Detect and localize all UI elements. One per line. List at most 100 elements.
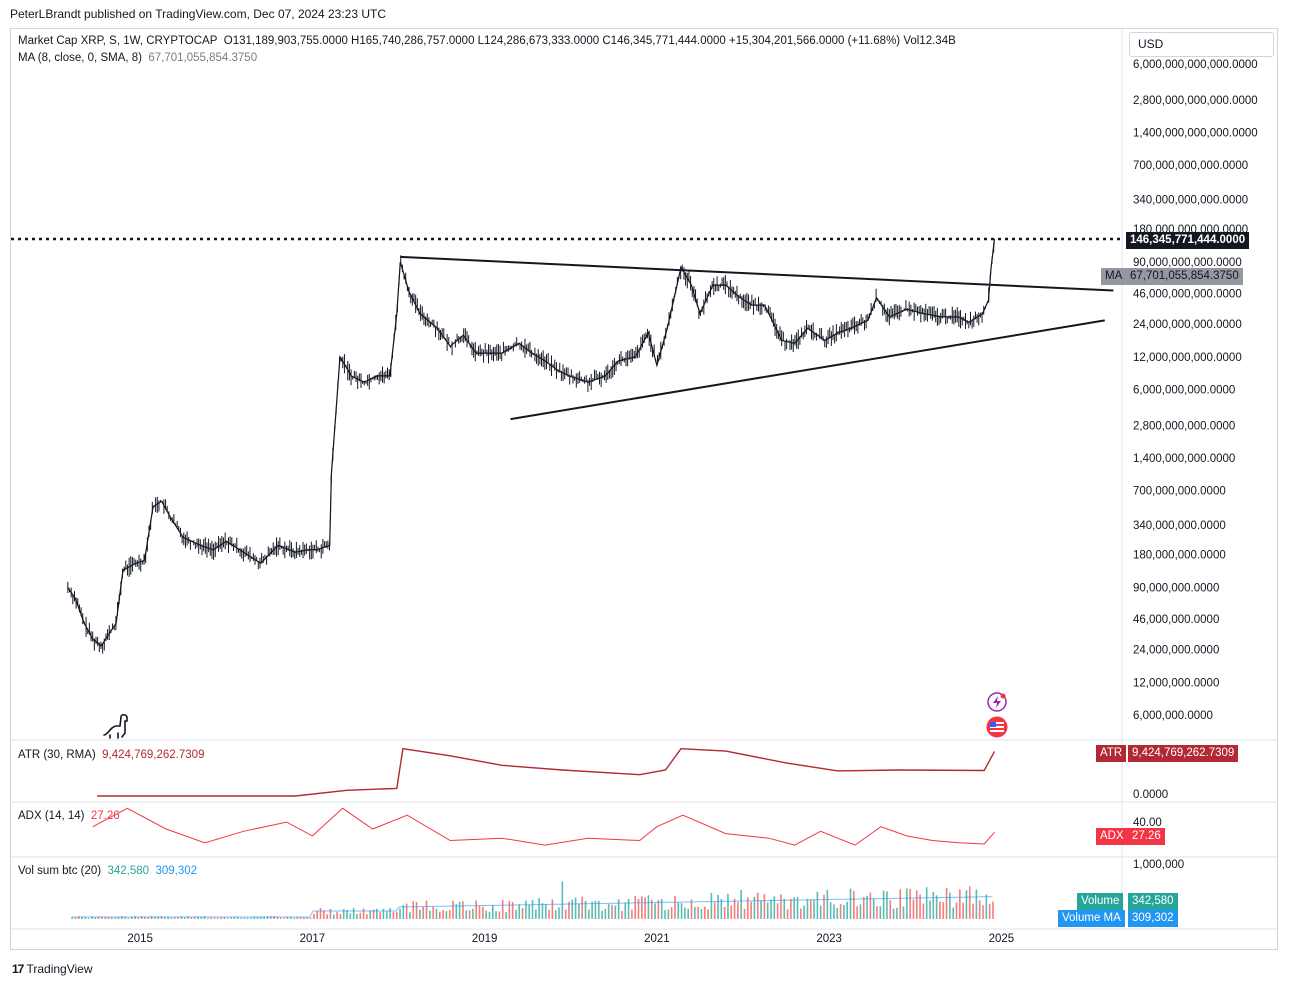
adx-legend: ADX (14, 14) 27.26 xyxy=(18,810,120,822)
lightning-event-icon[interactable] xyxy=(987,692,1007,712)
volume-bar xyxy=(140,916,143,919)
volume-pane xyxy=(71,881,994,919)
volume-bar xyxy=(422,906,425,919)
volume-bar xyxy=(273,916,275,919)
volume-bar xyxy=(919,894,921,919)
time-axis[interactable]: 2015 2017 2019 2021 2023 2025 xyxy=(127,933,1014,945)
volume-bar xyxy=(173,917,176,919)
volume-bar xyxy=(723,906,726,919)
volume-label: Vol sum btc (20) xyxy=(18,865,102,877)
volume-value-2: 309,302 xyxy=(155,865,198,877)
volume-bar xyxy=(521,907,524,919)
volume-value-1: 342,580 xyxy=(107,865,150,877)
volume-ma-line xyxy=(71,896,993,918)
volume-bar xyxy=(972,903,974,919)
price-scale[interactable]: 6,000,000,000,000.0000 2,800,000,000,000.… xyxy=(1133,59,1258,722)
volume-bar xyxy=(949,892,951,919)
volume-bar xyxy=(869,892,872,919)
currency-select[interactable]: USD xyxy=(1129,32,1274,57)
volume-bar xyxy=(150,916,153,919)
price-tick-label: 2,800,000,000,000.0000 xyxy=(1133,95,1258,107)
time-tick-label: 2019 xyxy=(472,933,498,945)
volume-bar xyxy=(962,902,964,919)
price-tick-label: 24,000,000,000.0000 xyxy=(1133,319,1242,331)
volume-bar xyxy=(402,904,405,919)
volume-bar xyxy=(697,906,699,919)
volume-bar xyxy=(935,895,938,919)
volume-bar xyxy=(283,917,285,919)
tradingview-brand[interactable]: 17 TradingView xyxy=(12,962,93,976)
volume-bar xyxy=(554,910,557,919)
dinosaur-icon[interactable] xyxy=(103,713,128,739)
adx-value-tag: 27.26 xyxy=(1128,828,1165,845)
atr-legend: ATR (30, RMA) 9,424,769,262.7309 xyxy=(18,749,204,761)
volume-bar xyxy=(942,902,945,919)
volume-bar xyxy=(756,892,759,919)
volume-bar xyxy=(332,914,335,919)
volume-bar xyxy=(594,900,597,919)
volume-bar xyxy=(183,917,186,919)
volume-bar xyxy=(601,910,603,919)
volume-bar xyxy=(992,901,994,919)
volume-bar xyxy=(770,899,772,919)
volume-bar xyxy=(644,897,646,919)
volume-bar xyxy=(316,910,319,919)
volume-bar xyxy=(541,903,544,919)
volume-bar xyxy=(220,917,222,919)
volume-bar xyxy=(786,909,789,919)
volume-bar xyxy=(538,898,540,919)
volume-bar xyxy=(707,909,709,919)
volume-bar xyxy=(631,909,633,919)
volume-bar xyxy=(982,905,984,919)
time-tick-label: 2023 xyxy=(816,933,842,945)
volume-bar xyxy=(478,905,481,919)
volume-bar xyxy=(747,897,749,919)
volume-bar xyxy=(177,917,179,919)
volume-bar xyxy=(392,912,395,919)
volume-bar xyxy=(955,902,958,919)
volume-bar xyxy=(213,917,216,919)
trendline-annotations[interactable] xyxy=(11,237,1122,421)
price-tick-label: 6,000,000,000.0000 xyxy=(1133,385,1235,397)
volume-bar xyxy=(952,907,955,919)
volume-bar xyxy=(932,891,935,919)
volume-bar xyxy=(164,917,166,919)
volume-bar xyxy=(240,917,242,919)
volume-bar xyxy=(207,917,209,919)
volume-bar xyxy=(929,900,931,919)
price-tick-label: 46,000,000.0000 xyxy=(1133,614,1219,626)
ma-legend: MA (8, close, 0, SMA, 8) 67,701,055,854.… xyxy=(18,52,257,64)
volume-bar xyxy=(289,916,292,919)
volume-bar xyxy=(415,901,418,919)
time-tick-label: 2021 xyxy=(644,933,670,945)
volume-bar xyxy=(783,898,786,919)
atr-pane xyxy=(97,747,996,797)
us-flag-event-icon[interactable] xyxy=(986,716,1008,738)
ma-price-tag: 67,701,055,854.3750 xyxy=(1126,268,1243,285)
price-tick-label: 12,000,000.0000 xyxy=(1133,677,1219,689)
volume-bar xyxy=(127,917,130,919)
volume-bar xyxy=(223,916,226,919)
volume-bar xyxy=(77,916,80,919)
ma-value: 67,701,055,854.3750 xyxy=(148,52,258,64)
volume-bar xyxy=(713,902,716,919)
volume-bar xyxy=(458,901,461,919)
volume-bar xyxy=(717,894,719,919)
volume-bar xyxy=(432,906,434,919)
volume-bar xyxy=(710,892,713,919)
volume-bar xyxy=(101,916,103,919)
volume-bar xyxy=(399,908,401,919)
volume-bar xyxy=(833,904,835,919)
volume-bar xyxy=(836,907,839,919)
volume-bar xyxy=(909,889,911,919)
volume-bar xyxy=(975,889,978,919)
volume-bar xyxy=(621,911,623,919)
lower-trendline xyxy=(510,319,1105,421)
volume-bar xyxy=(968,886,971,919)
volume-bar xyxy=(614,905,617,919)
volume-bar xyxy=(197,916,199,919)
price-tick-label: 180,000,000.0000 xyxy=(1133,550,1226,562)
volume-bar xyxy=(120,916,123,919)
upper-trendline xyxy=(400,255,1114,292)
